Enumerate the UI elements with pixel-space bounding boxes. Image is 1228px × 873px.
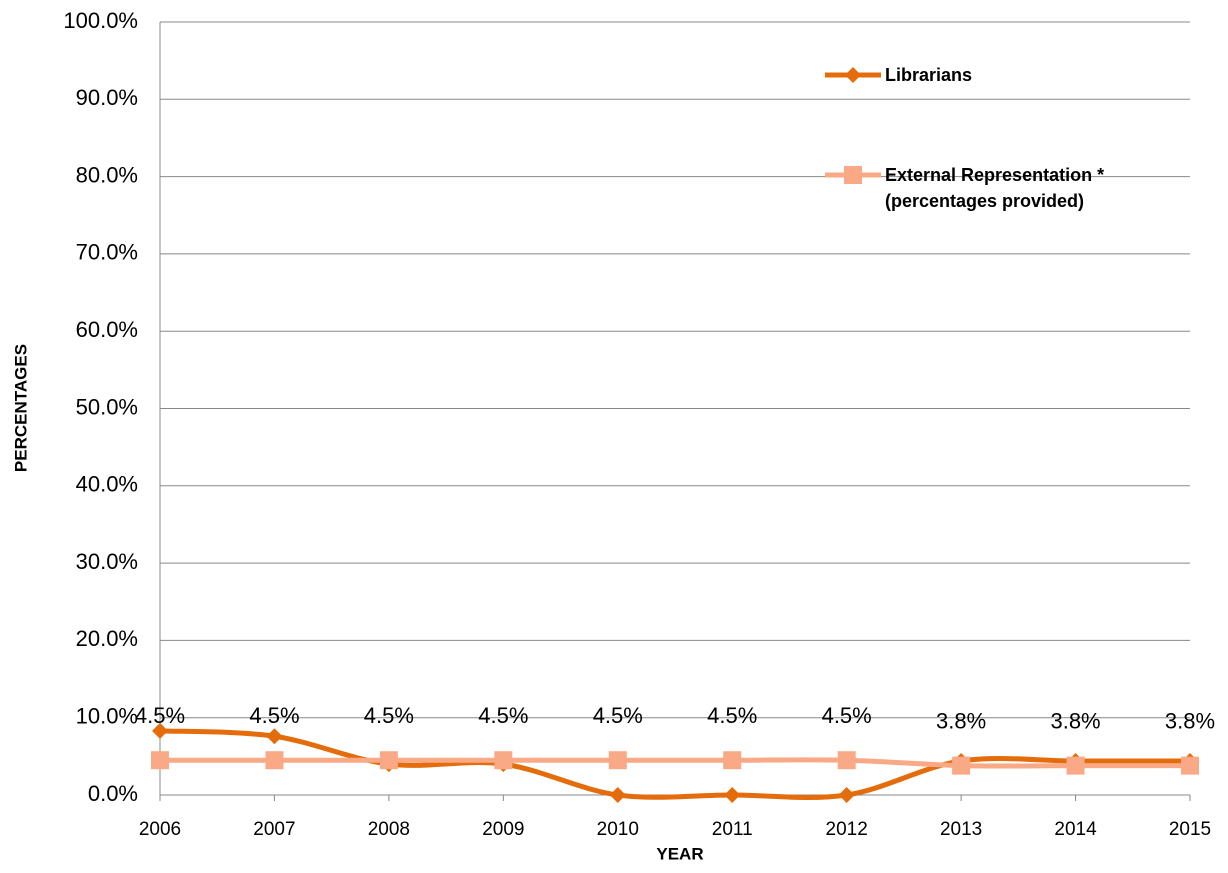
x-tick-label: 2007 — [253, 819, 295, 840]
x-tick-label: 2010 — [597, 819, 639, 840]
marker — [724, 787, 741, 803]
x-tick-label: 2013 — [940, 819, 982, 840]
marker — [1181, 756, 1199, 775]
y-tick-label: 50.0% — [76, 394, 138, 419]
x-axis-title: YEAR — [656, 844, 703, 863]
data-label: 4.5% — [478, 703, 528, 728]
marker — [723, 751, 742, 770]
marker — [609, 787, 626, 803]
x-tick-label: 2012 — [826, 819, 868, 840]
series-line — [160, 757, 1190, 769]
x-tick-label: 2014 — [1054, 819, 1097, 840]
marker — [844, 166, 862, 184]
marker — [152, 722, 168, 739]
x-tick-label: 2011 — [712, 819, 753, 840]
data-label: 3.8% — [936, 708, 986, 733]
y-tick-label: 10.0% — [76, 704, 138, 729]
data-label: 4.5% — [364, 703, 414, 728]
data-label: 4.5% — [135, 703, 185, 728]
y-tick-label: 40.0% — [76, 472, 138, 497]
marker — [1066, 756, 1085, 775]
marker — [151, 751, 169, 770]
legend-entry: External Representation * (percentages p… — [885, 165, 1105, 211]
x-tick-label: 2006 — [139, 819, 181, 840]
marker — [838, 787, 855, 803]
marker — [608, 751, 627, 770]
y-tick-label: 60.0% — [76, 317, 138, 342]
y-tick-label: 90.0% — [76, 85, 138, 110]
data-label: 4.5% — [822, 703, 872, 728]
x-tick-label: 2009 — [482, 819, 524, 840]
marker — [379, 751, 398, 770]
marker — [265, 751, 284, 770]
legend-entry: Librarians — [885, 65, 973, 85]
data-label: 4.5% — [249, 703, 299, 728]
y-tick-label: 100.0% — [63, 8, 138, 33]
data-label: 3.8% — [1165, 708, 1215, 733]
marker — [845, 67, 861, 83]
x-tick-label: 2015 — [1169, 819, 1211, 840]
data-label: 4.5% — [593, 703, 643, 728]
x-tick-label: 2008 — [368, 819, 410, 840]
y-tick-label: 30.0% — [76, 549, 138, 574]
series-line — [159, 728, 1190, 801]
marker — [952, 756, 971, 775]
y-tick-label: 0.0% — [88, 781, 138, 806]
marker — [494, 751, 513, 770]
y-tick-label: 70.0% — [76, 240, 138, 265]
y-axis-title: PERCENTAGES — [11, 344, 30, 472]
marker — [266, 728, 283, 745]
y-tick-label: 80.0% — [76, 162, 138, 187]
data-label: 4.5% — [707, 703, 757, 728]
data-label: 3.8% — [1050, 708, 1100, 733]
y-tick-label: 20.0% — [76, 626, 138, 651]
marker — [837, 751, 856, 770]
